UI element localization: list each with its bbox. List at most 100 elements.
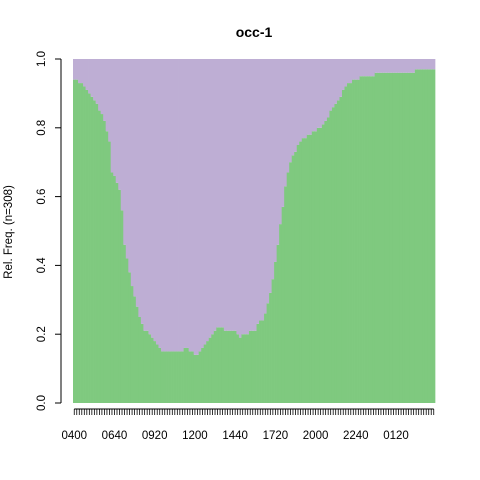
bar-green-0410	[75, 79, 79, 403]
bar-green-0040	[384, 72, 388, 403]
bar-green-0750	[130, 286, 134, 403]
bar-purple-2210	[347, 59, 350, 84]
bar-purple-2240	[354, 59, 358, 80]
bar-green-0300	[419, 69, 423, 403]
x-tick-label: 2240	[343, 430, 369, 442]
bar-green-2100	[329, 110, 333, 403]
bar-green-2220	[349, 83, 353, 403]
bar-green-0430	[80, 83, 84, 403]
bar-green-1150	[191, 351, 195, 403]
bar-green-0020	[379, 72, 383, 403]
bar-green-1850	[296, 145, 300, 403]
bar-purple-2320	[364, 59, 368, 77]
bar-green-2320	[364, 76, 368, 403]
bar-purple-1750	[281, 59, 285, 207]
bar-purple-1400	[223, 59, 227, 331]
bar-purple-0220	[409, 59, 413, 73]
bar-green-0520	[93, 100, 96, 403]
bar-green-2330	[367, 76, 370, 403]
bar-purple-1710	[271, 59, 275, 280]
bar-purple-1600	[254, 59, 257, 331]
y-tick-label: 0.2	[36, 326, 48, 342]
bar-green-1940	[309, 134, 313, 403]
bar-green-0700	[118, 189, 122, 403]
bar-green-0350	[432, 69, 436, 403]
bar-green-0230	[412, 72, 416, 403]
bar-purple-0930	[155, 59, 159, 345]
bar-purple-0150	[402, 59, 406, 73]
bar-green-2130	[336, 100, 340, 403]
bar-purple-2220	[349, 59, 353, 84]
bar-green-0110	[392, 72, 396, 403]
bar-purple-1350	[221, 59, 225, 328]
bar-green-1430	[231, 330, 235, 403]
bar-purple-0410	[75, 59, 79, 80]
bar-purple-0530	[95, 59, 99, 104]
bar-purple-0750	[130, 59, 134, 287]
bar-purple-0710	[120, 59, 124, 211]
bar-green-0100	[389, 72, 393, 403]
bar-purple-2310	[362, 59, 365, 77]
bar-purple-1020	[168, 59, 172, 352]
bar-purple-1610	[256, 59, 260, 324]
bar-purple-0400	[73, 59, 76, 80]
bar-green-0220	[409, 72, 413, 403]
bar-green-1510	[241, 334, 245, 403]
bar-green-0340	[429, 69, 433, 403]
bar-purple-1620	[259, 59, 262, 321]
bar-green-2140	[339, 96, 343, 403]
bar-purple-0210	[407, 59, 411, 73]
bar-green-0240	[414, 69, 418, 403]
bar-green-1000	[163, 351, 167, 403]
bar-green-0400	[73, 79, 76, 403]
bar-purple-1130	[186, 59, 189, 348]
bar-green-1410	[226, 330, 230, 403]
bar-purple-0800	[133, 59, 137, 297]
bar-purple-0340	[429, 59, 433, 70]
bar-purple-0500	[88, 59, 91, 94]
bar-green-2240	[354, 79, 358, 403]
bar-green-1420	[228, 330, 232, 403]
bar-green-1700	[269, 292, 272, 403]
bar-green-2230	[352, 79, 355, 403]
bar-green-1440	[233, 330, 237, 403]
bar-purple-0230	[412, 59, 416, 73]
bar-purple-2150	[341, 59, 345, 90]
bar-green-2250	[357, 79, 360, 403]
bar-green-0550	[100, 114, 104, 403]
bar-green-1910	[301, 138, 305, 403]
bar-green-0920	[153, 341, 157, 403]
bar-purple-1730	[276, 59, 280, 245]
bar-purple-0540	[98, 59, 102, 111]
bar-green-1750	[281, 206, 285, 403]
bar-green-1320	[213, 330, 217, 403]
bar-purple-0450	[85, 59, 89, 90]
bar-purple-2120	[334, 59, 338, 104]
bar-green-0210	[407, 72, 411, 403]
x-tick-label: 1440	[222, 430, 248, 442]
bar-purple-1200	[193, 59, 197, 355]
bar-green-0200	[404, 72, 408, 403]
bar-green-0930	[155, 344, 159, 403]
bar-purple-2010	[316, 59, 320, 128]
bar-green-1140	[188, 351, 192, 403]
bar-green-0910	[150, 337, 154, 403]
bar-purple-1910	[301, 59, 305, 139]
bar-purple-2040	[324, 59, 328, 121]
bar-purple-0820	[138, 59, 142, 317]
bar-purple-1410	[226, 59, 230, 331]
bar-purple-1540	[248, 59, 252, 331]
y-axis-label: Rel. Freq. (n=308)	[3, 185, 15, 279]
bar-green-0610	[105, 131, 109, 404]
bar-purple-1830	[291, 59, 295, 156]
bar-green-1340	[218, 327, 222, 403]
bar-green-1050	[176, 351, 179, 403]
bar-green-0150	[402, 72, 406, 403]
bar-green-0540	[98, 110, 102, 403]
bar-green-0530	[95, 103, 99, 403]
bar-green-0120	[394, 72, 398, 403]
bar-green-1650	[266, 303, 270, 403]
bar-green-0730	[125, 258, 129, 403]
bar-purple-1220	[198, 59, 202, 352]
bar-green-1950	[311, 131, 315, 404]
